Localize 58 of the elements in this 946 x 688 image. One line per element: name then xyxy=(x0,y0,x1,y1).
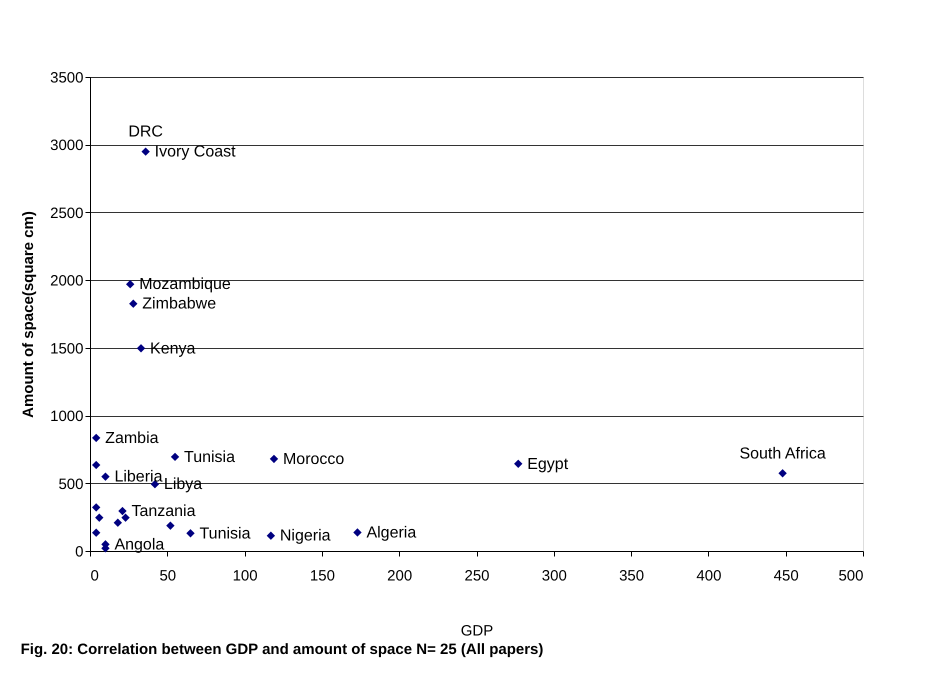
annotation: Mozambique xyxy=(139,276,231,294)
annotation: Ivory Coast xyxy=(154,144,236,161)
point xyxy=(166,521,175,530)
annotation: Egypt xyxy=(527,456,569,473)
x-tick-label: 450 xyxy=(774,568,799,584)
point xyxy=(141,147,150,156)
x-tick-label: 400 xyxy=(696,568,722,584)
point xyxy=(121,514,130,522)
y-tick-label: 500 xyxy=(58,476,84,493)
annotation: Zimbabwe xyxy=(142,296,216,313)
annotation: DRC xyxy=(128,124,163,141)
point xyxy=(92,528,100,537)
x-axis-title: GDP xyxy=(460,622,494,640)
point xyxy=(266,532,276,540)
x-tick-label: 100 xyxy=(232,568,258,584)
point xyxy=(126,280,134,288)
x-tick-label: 350 xyxy=(619,568,644,584)
annotation: Algeria xyxy=(366,524,416,542)
annotation: Nigeria xyxy=(280,528,331,545)
point xyxy=(92,434,100,442)
point xyxy=(114,518,122,527)
x-tick-label: 150 xyxy=(310,568,335,584)
point xyxy=(353,528,362,537)
x-tick-label: 300 xyxy=(542,568,567,584)
point xyxy=(118,506,127,516)
y-tick-label: 3500 xyxy=(50,70,84,86)
annotation: Morocco xyxy=(282,450,344,468)
x-tick-label: 200 xyxy=(387,568,412,584)
x-tick-label: 250 xyxy=(464,568,490,584)
y-tick-label: 1500 xyxy=(50,340,84,358)
point xyxy=(136,344,146,352)
x-tick-label: 500 xyxy=(838,568,864,584)
y-axis-title: Amount of space(square cm) xyxy=(20,211,38,418)
point xyxy=(270,454,278,464)
x-tick-label: 50 xyxy=(159,568,176,584)
point xyxy=(101,472,110,481)
caption: Fig. 20: Correlation between GDP and amount of space N= 25 (All papers) xyxy=(20,641,544,658)
annotation: South Africa xyxy=(739,445,826,462)
point xyxy=(186,529,195,538)
point xyxy=(778,469,787,478)
y-tick-label: 2500 xyxy=(50,204,84,222)
annotation: Tunisia xyxy=(184,448,236,466)
annotation: Tunisia xyxy=(199,525,251,542)
point xyxy=(95,514,104,522)
annotation: Tanzania xyxy=(131,503,196,520)
point xyxy=(92,503,100,512)
y-tick-label: 2000 xyxy=(50,272,84,290)
annotation: Zambia xyxy=(105,430,159,447)
point xyxy=(514,460,522,468)
y-tick-label: 1000 xyxy=(50,408,84,426)
annotation: Liberia xyxy=(114,468,163,486)
annotation: Angola xyxy=(114,536,164,554)
point xyxy=(129,300,138,308)
point xyxy=(170,452,180,462)
y-tick-label: 3000 xyxy=(50,137,84,154)
point xyxy=(92,460,100,470)
x-tick-label: 0 xyxy=(90,568,99,584)
y-tick-label: 0 xyxy=(75,544,84,560)
